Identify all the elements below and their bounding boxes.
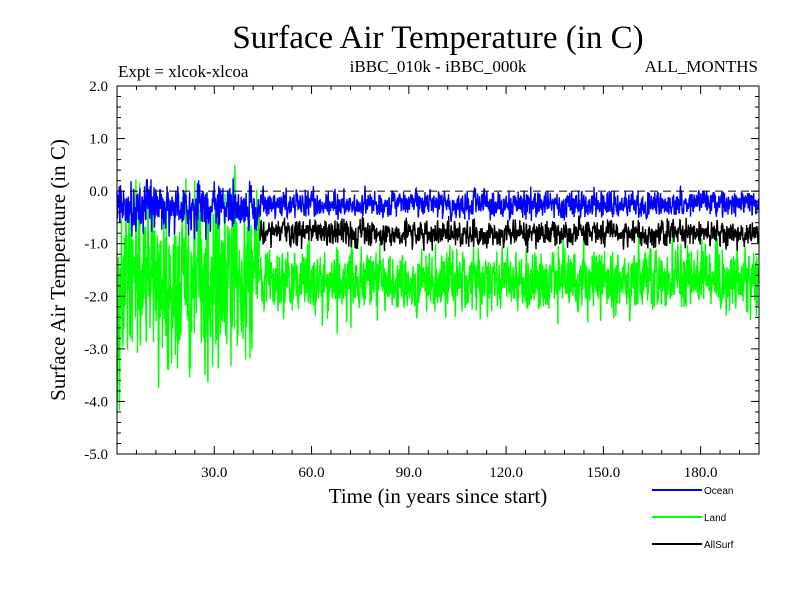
y-tick-label: 2.0 [89, 79, 108, 95]
chart-title: Surface Air Temperature (in C) [232, 20, 643, 56]
y-axis: 2.0 1.0 0.0 -1.0 -2.0 -3.0 -4.0 -5.0 [84, 79, 759, 463]
y-axis-label: Surface Air Temperature (in C) [46, 139, 70, 401]
chart-subtitle-center: iBBC_010k - iBBC_000k [350, 57, 527, 76]
legend-label-land: Land [704, 513, 726, 524]
x-tick-label: 60.0 [298, 465, 324, 481]
plot-series [116, 164, 760, 411]
plot-frame [116, 85, 760, 455]
x-tick-label: 120.0 [489, 465, 523, 481]
x-tick-label: 150.0 [586, 465, 620, 481]
legend: Ocean Land AllSurf [652, 486, 734, 551]
legend-label-allsurf: AllSurf [704, 540, 734, 551]
y-tick-label: -4.0 [84, 394, 108, 410]
y-tick-label: -1.0 [84, 237, 108, 253]
legend-label-ocean: Ocean [704, 486, 733, 497]
x-axis: 30.0 60.0 90.0 120.0 150.0 180.0 [135, 86, 760, 481]
series-line-allsurf [259, 215, 760, 253]
x-tick-label: 30.0 [201, 465, 227, 481]
y-tick-label: -5.0 [84, 447, 108, 463]
series-line-ocean [116, 178, 760, 240]
y-tick-label: 1.0 [89, 132, 108, 148]
x-tick-label: 180.0 [684, 465, 718, 481]
chart-subtitle-left: Expt = xlcok-xlcoa [118, 62, 249, 81]
x-tick-label: 90.0 [396, 465, 422, 481]
y-tick-label: -2.0 [84, 289, 108, 305]
chart-subtitle-right: ALL_MONTHS [645, 57, 758, 76]
x-axis-label: Time (in years since start) [329, 484, 548, 508]
y-tick-label: 0.0 [89, 184, 108, 200]
y-tick-label: -3.0 [84, 342, 108, 358]
